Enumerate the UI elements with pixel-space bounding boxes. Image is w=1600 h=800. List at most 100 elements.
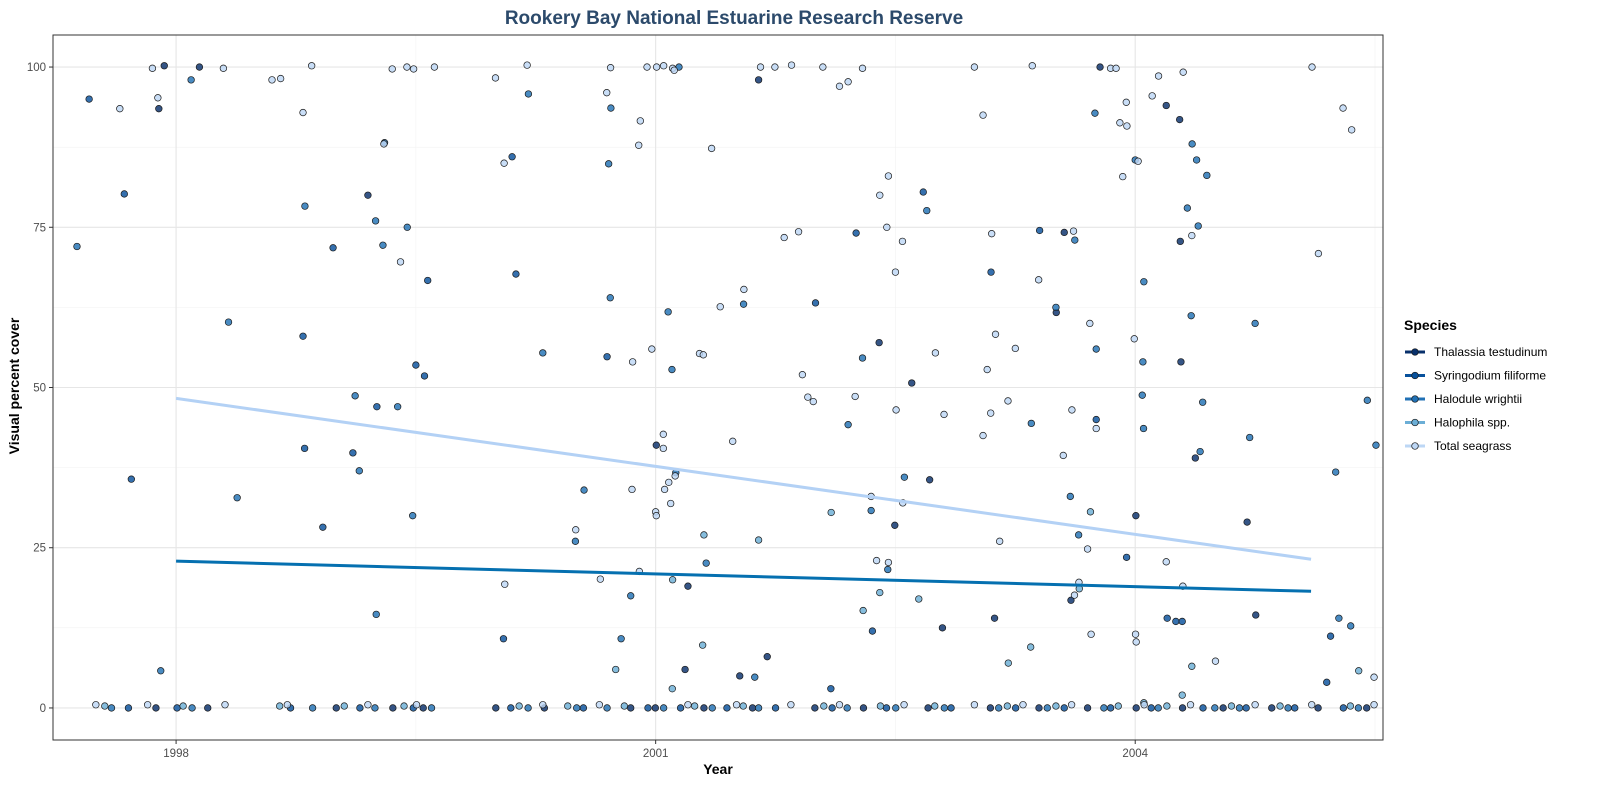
data-point: [188, 704, 196, 712]
data-point: [1335, 614, 1343, 622]
data-point: [1211, 657, 1220, 665]
data-point: [1162, 558, 1170, 566]
data-point: [668, 685, 676, 693]
data-point: [915, 595, 923, 603]
data-point: [859, 606, 867, 615]
data-point: [524, 704, 532, 712]
data-point: [660, 485, 669, 494]
data-point: [1332, 468, 1340, 476]
data-point: [1067, 596, 1075, 604]
data-point: [1035, 226, 1044, 235]
data-point: [995, 704, 1003, 712]
data-point: [499, 635, 508, 643]
data-point: [127, 475, 135, 483]
data-point: [699, 641, 707, 649]
data-point: [204, 704, 212, 712]
data-point: [1035, 704, 1043, 712]
data-point: [1308, 63, 1316, 71]
data-point: [970, 701, 979, 709]
data-point: [1100, 704, 1108, 712]
data-point: [1132, 704, 1140, 712]
data-point: [940, 410, 948, 419]
data-point: [740, 285, 748, 294]
x-tick-label: 2004: [1122, 748, 1148, 760]
data-point: [403, 223, 411, 231]
data-point: [508, 153, 516, 161]
trend-line: [175, 396, 1312, 561]
data-point: [1035, 276, 1043, 284]
data-point: [1363, 396, 1371, 404]
data-point: [931, 702, 939, 710]
data-point: [1219, 704, 1227, 712]
data-point: [844, 78, 852, 86]
data-point: [92, 701, 100, 709]
data-point: [1191, 454, 1199, 462]
data-point: [1188, 231, 1196, 240]
data-point: [875, 338, 883, 347]
data-point: [684, 582, 692, 590]
data-point: [1291, 704, 1299, 712]
plot-panel: [52, 34, 1384, 741]
data-point: [299, 332, 307, 340]
data-point: [571, 537, 580, 545]
data-point: [1068, 406, 1076, 414]
data-point: [1203, 171, 1211, 180]
data-point: [892, 406, 900, 414]
data-point: [396, 258, 405, 266]
data-point: [351, 392, 359, 400]
data-point: [991, 330, 1000, 338]
data-point: [883, 223, 891, 231]
data-point: [988, 230, 996, 238]
data-point: [947, 704, 955, 712]
data-point: [858, 64, 867, 72]
data-point: [107, 704, 116, 712]
data-point: [85, 95, 93, 103]
data-point: [1372, 441, 1380, 449]
data-point: [606, 64, 615, 72]
data-point: [73, 242, 81, 251]
data-point: [1004, 659, 1012, 667]
data-point: [1276, 702, 1284, 710]
data-point: [627, 704, 635, 712]
data-point: [635, 141, 643, 149]
data-point: [1172, 617, 1180, 626]
data-point: [419, 704, 427, 712]
data-point: [1196, 447, 1204, 456]
data-point: [787, 61, 796, 69]
data-point: [979, 111, 987, 119]
data-point: [798, 371, 807, 379]
data-point: [152, 704, 160, 712]
data-point: [876, 588, 884, 597]
data-point: [771, 704, 780, 712]
data-point: [643, 63, 651, 71]
data-point: [340, 702, 348, 710]
data-point: [652, 512, 660, 520]
data-point: [983, 365, 991, 374]
data-point: [412, 701, 421, 709]
data-point: [1052, 702, 1060, 710]
data-point: [1154, 72, 1163, 80]
legend-title: Species: [1404, 317, 1457, 333]
data-point: [651, 704, 659, 712]
data-point: [307, 62, 316, 70]
x-axis-title: Year: [703, 761, 733, 777]
data-point: [268, 76, 276, 84]
data-point: [979, 431, 987, 440]
data-point: [1199, 704, 1207, 712]
data-point: [859, 704, 868, 712]
data-point: [1187, 312, 1195, 320]
data-point: [1059, 451, 1067, 460]
data-point: [1178, 691, 1186, 699]
data-point: [867, 506, 875, 515]
data-point: [143, 701, 152, 709]
data-point: [617, 635, 625, 643]
data-point: [372, 610, 380, 619]
trend-lines: [175, 396, 1312, 593]
data-point: [1251, 319, 1259, 328]
data-point: [668, 576, 677, 584]
data-point: [595, 701, 604, 709]
data-point: [723, 704, 731, 712]
data-point: [389, 704, 397, 712]
data-point: [707, 144, 716, 153]
